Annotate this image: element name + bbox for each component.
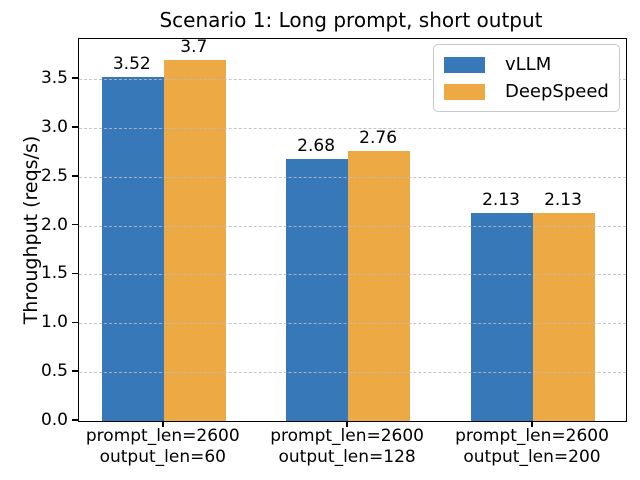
grid-line xyxy=(79,323,626,325)
x-tick-label-group3: prompt_len=2600 output_len=200 xyxy=(455,426,609,467)
bar-value-label: 3.7 xyxy=(180,36,208,57)
y-tick-label: 0.0 xyxy=(40,410,68,430)
grid-line xyxy=(79,372,626,374)
chart-title: Scenario 1: Long prompt, short output xyxy=(159,8,543,32)
bar-deepspeed-group1 xyxy=(163,59,226,421)
legend-label-deepspeed: DeepSpeed xyxy=(505,81,609,102)
y-tick-mark xyxy=(72,321,78,324)
y-tick-label: 3.0 xyxy=(40,116,68,137)
y-tick-label: 2.5 xyxy=(40,165,68,186)
y-tick-label: 0.5 xyxy=(40,361,68,382)
x-tick-mark xyxy=(346,421,348,427)
y-tick-mark xyxy=(72,419,78,421)
bar-deepspeed-group2 xyxy=(348,151,411,421)
y-tick-label: 1.0 xyxy=(40,312,68,333)
grid-line xyxy=(79,274,626,276)
y-tick-label: 3.5 xyxy=(40,68,68,89)
y-tick-mark xyxy=(72,126,78,128)
legend: vLLM DeepSpeed xyxy=(433,44,620,112)
y-tick-mark xyxy=(72,223,78,226)
y-tick-label: 2.0 xyxy=(40,214,68,235)
bar-value-label: 2.13 xyxy=(482,189,520,210)
legend-entry-vllm: vLLM xyxy=(444,52,609,77)
bar-deepspeed-group3 xyxy=(533,212,595,421)
y-tick-mark xyxy=(72,272,78,275)
bar-vllm-group3 xyxy=(471,212,533,421)
x-tick-mark xyxy=(531,421,533,427)
bar-vllm-group2 xyxy=(286,159,349,421)
x-tick-label-group2: prompt_len=2600 output_len=128 xyxy=(270,426,425,467)
grid-line xyxy=(79,176,626,178)
y-tick-mark xyxy=(72,370,78,372)
bar-value-label: 3.52 xyxy=(112,54,151,75)
grid-line xyxy=(79,225,626,227)
legend-patch-deepspeed xyxy=(444,83,485,100)
bar-vllm-group1 xyxy=(101,77,164,421)
legend-label-vllm: vLLM xyxy=(505,54,552,75)
grid-line xyxy=(79,127,626,129)
legend-patch-vllm xyxy=(444,56,485,73)
legend-entry-deepspeed: DeepSpeed xyxy=(444,79,609,104)
y-tick-label: 1.5 xyxy=(40,263,68,284)
bar-value-label: 2.68 xyxy=(297,136,336,157)
x-tick-label-group1: prompt_len=2600 output_len=60 xyxy=(85,426,240,467)
y-tick-mark xyxy=(72,174,78,177)
bar-value-label: 2.13 xyxy=(544,189,582,210)
grid-line xyxy=(79,79,626,81)
y-tick-mark xyxy=(72,77,78,79)
x-tick-mark xyxy=(161,421,164,427)
bar-value-label: 2.76 xyxy=(359,128,398,149)
